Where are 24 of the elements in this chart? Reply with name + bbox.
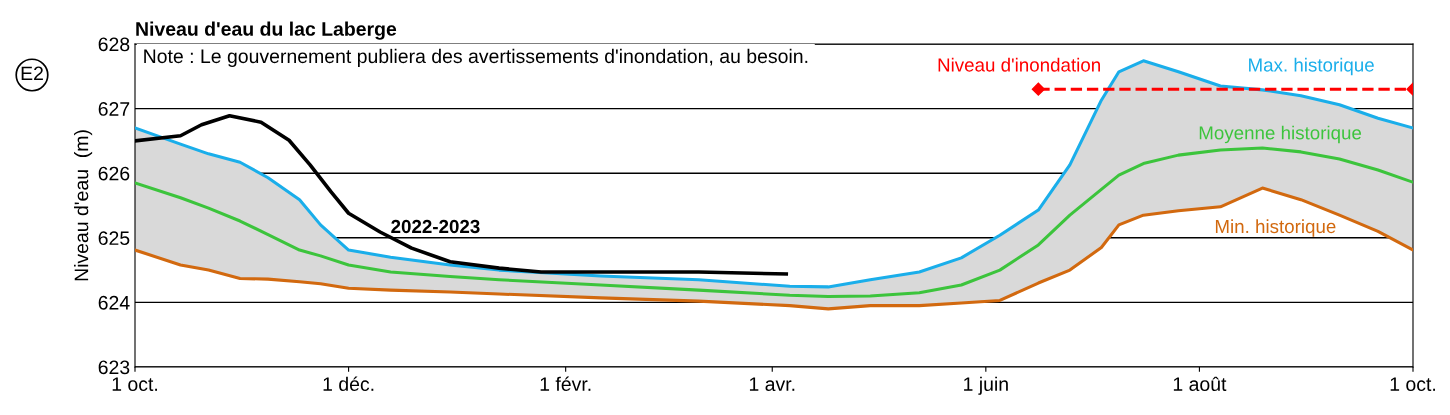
y-tick-label: 625 — [98, 231, 130, 246]
x-tick-label: 1 oct. — [112, 377, 158, 391]
y-tick-label: 627 — [98, 102, 130, 116]
series-label: Min. historique — [1215, 219, 1336, 237]
y-tick-label: 628 — [98, 37, 130, 52]
x-tick-label: 1 avr. — [749, 377, 795, 391]
line-series — [135, 186, 1413, 311]
series-label: Max. historique — [1249, 57, 1374, 76]
x-tick-label: 1 juin — [964, 376, 1008, 395]
x-tick-label: 1 oct. — [1390, 377, 1436, 391]
y-tick-label: 623 — [98, 360, 130, 375]
x-tick-label: 1 déc. — [323, 376, 374, 391]
series-label: Moyenne historique — [1199, 125, 1362, 144]
text: E2 — [21, 66, 43, 81]
annotation: Note : Le gouvernement publiera des avertissements d'inondation, au besoin. — [144, 48, 808, 67]
y-axis-title: Niveau d'eau (m) — [74, 130, 93, 281]
y-tick-label: 626 — [98, 166, 130, 181]
series-label: Niveau d'inondation — [938, 57, 1100, 72]
line-series — [135, 146, 1413, 299]
x-tick-label: 1 août — [1173, 376, 1227, 391]
chart-title: Niveau d'eau du lac Laberge — [136, 21, 397, 40]
y-tick-label: 624 — [98, 295, 130, 310]
x-tick-label: 1 févr. — [540, 376, 591, 391]
series-label: 2022-2023 — [391, 219, 480, 234]
